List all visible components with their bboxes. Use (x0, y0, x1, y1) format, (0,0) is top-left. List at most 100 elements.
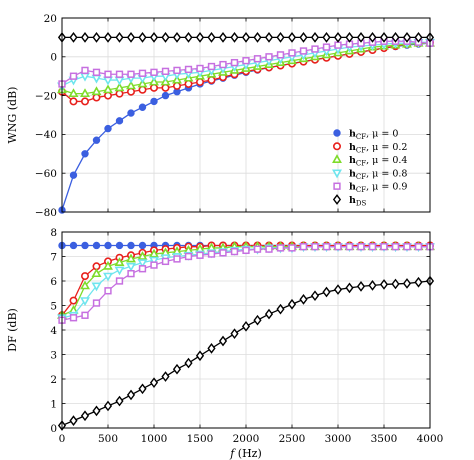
series-4-point (196, 251, 204, 259)
x-tick-label: 2500 (279, 433, 306, 445)
series-5-point (115, 32, 124, 43)
series-5-point (414, 276, 423, 288)
series-2-point (149, 248, 159, 258)
series-2-point (114, 82, 125, 92)
y-axis-label: WNG (dB) (6, 87, 19, 144)
series-4-point (334, 243, 342, 251)
series-4-point (92, 68, 101, 76)
series-5-point (69, 415, 78, 427)
series-1 (57, 38, 434, 106)
series-5-point (241, 320, 251, 332)
y-tick-label: 7 (50, 251, 57, 263)
series-2-point (80, 280, 90, 290)
series-5-point (115, 395, 124, 407)
x-tick-label: 500 (98, 433, 118, 445)
series-5-point (299, 32, 308, 43)
series-2-point (103, 260, 113, 270)
x-tick-label: 0 (59, 433, 66, 445)
series-5-point (172, 32, 182, 43)
series-3-point (91, 282, 102, 292)
series-5-point (207, 343, 216, 354)
series-1-point (104, 91, 113, 100)
series-5-point (379, 279, 389, 290)
x-tick-label: 3000 (325, 433, 352, 445)
series-4-point (230, 247, 239, 256)
y-tick-label: 1 (50, 398, 57, 410)
series-4-point (127, 270, 135, 278)
series-5-point (195, 32, 205, 43)
series-4-point (265, 53, 273, 61)
legend-label-5: hDS (349, 195, 367, 208)
series-0-point (104, 241, 112, 250)
series-5-point (310, 290, 320, 302)
series-4-point (219, 249, 227, 257)
series-1-point (127, 87, 136, 96)
series-4-point (334, 41, 342, 49)
series-3-point (80, 297, 90, 307)
series-5-point (276, 32, 285, 43)
x-tick-label: 2000 (233, 433, 260, 445)
series-4-point (276, 51, 285, 59)
series-0-point (127, 241, 135, 250)
series-0-point (161, 91, 170, 100)
series-5-point (253, 314, 262, 326)
series-2-point (80, 88, 90, 98)
series-5-point (161, 32, 170, 43)
series-5-point (218, 335, 228, 347)
legend-marker-1 (332, 142, 341, 151)
series-4-point (150, 261, 158, 269)
series-5-point (287, 32, 297, 43)
y-tick-label: 3 (50, 349, 57, 361)
series-4-point (345, 243, 354, 251)
series-4-point (265, 245, 273, 253)
series-2-point (91, 268, 102, 278)
series-2-point (68, 88, 79, 98)
series-1-point (69, 296, 78, 305)
series-5-point (368, 280, 377, 291)
series-4-point (414, 243, 423, 251)
y-tick-label: −40 (35, 129, 57, 141)
y-tick-label: 6 (50, 276, 57, 288)
series-5-point (126, 389, 136, 401)
series-0-point (92, 241, 101, 250)
series-3-point (114, 266, 125, 276)
series-2-point (126, 80, 136, 90)
series-4-point (115, 277, 124, 285)
series-4-point (311, 45, 319, 53)
series-1-point (69, 97, 78, 106)
series-4-point (138, 265, 147, 273)
series-4-point (288, 49, 296, 57)
series-5-point (149, 32, 159, 43)
series-1-point (173, 81, 182, 90)
series-0-point (69, 241, 78, 250)
y-tick-label: 4 (50, 325, 57, 337)
series-0-point (104, 124, 112, 133)
y-tick-label: −80 (35, 207, 57, 219)
series-5 (57, 32, 435, 43)
legend-label-1: hCF, μ = 0.2 (349, 142, 407, 155)
series-5-point (414, 32, 423, 43)
y-tick-label: 8 (50, 227, 57, 239)
series-5-point (241, 32, 251, 43)
series-5-point (126, 32, 136, 43)
series-4-point (322, 43, 331, 51)
series-5-point (368, 32, 377, 43)
series-5-point (230, 32, 239, 43)
series-4-point (299, 47, 308, 55)
series-4-point (242, 57, 250, 65)
x-tick-label: 1000 (141, 433, 168, 445)
series-5-point (391, 278, 400, 290)
series-5-point (253, 32, 262, 43)
series-1-point (138, 85, 147, 94)
series-4-point (357, 243, 365, 251)
series-0-point (81, 241, 89, 250)
series-4-point (150, 68, 158, 76)
series-1-point (92, 93, 101, 102)
series-0-point (138, 103, 147, 111)
series-4-point (391, 243, 400, 251)
series-3-point (126, 262, 136, 272)
series-5-point (391, 32, 400, 43)
series-4-point (161, 67, 170, 75)
